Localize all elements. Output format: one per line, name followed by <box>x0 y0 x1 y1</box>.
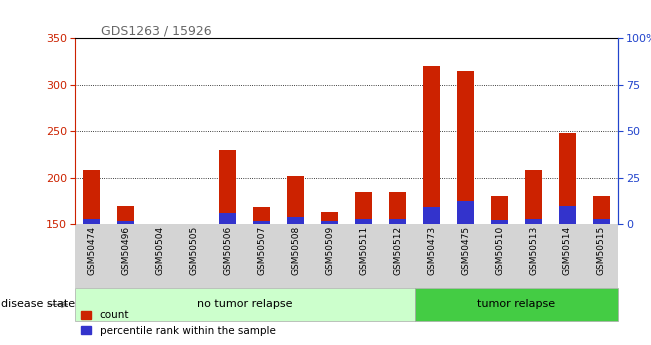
Bar <box>83 219 100 224</box>
Bar <box>219 213 236 224</box>
Bar <box>83 170 100 224</box>
Bar <box>457 71 474 224</box>
Bar <box>321 221 338 224</box>
Text: disease state: disease state <box>1 299 76 309</box>
Bar <box>593 219 610 224</box>
Text: no tumor relapse: no tumor relapse <box>197 299 292 309</box>
Text: GDS1263 / 15926: GDS1263 / 15926 <box>101 24 212 37</box>
Bar <box>559 133 576 224</box>
Bar <box>117 221 134 224</box>
Text: tumor relapse: tumor relapse <box>477 299 555 309</box>
Bar <box>423 207 440 224</box>
Bar <box>117 206 134 224</box>
Bar <box>593 196 610 224</box>
Bar <box>491 220 508 224</box>
Bar <box>525 219 542 224</box>
Bar <box>287 176 304 224</box>
Bar <box>355 219 372 224</box>
Bar <box>389 219 406 224</box>
Bar <box>559 206 576 224</box>
Bar <box>457 201 474 224</box>
Bar <box>389 192 406 224</box>
Bar <box>219 150 236 224</box>
Bar <box>321 212 338 224</box>
Bar <box>491 196 508 224</box>
Legend: count, percentile rank within the sample: count, percentile rank within the sample <box>77 306 280 340</box>
Bar <box>423 66 440 224</box>
Bar <box>253 220 270 224</box>
Bar <box>525 170 542 224</box>
Bar <box>355 192 372 224</box>
Bar <box>287 217 304 224</box>
Bar <box>253 207 270 224</box>
